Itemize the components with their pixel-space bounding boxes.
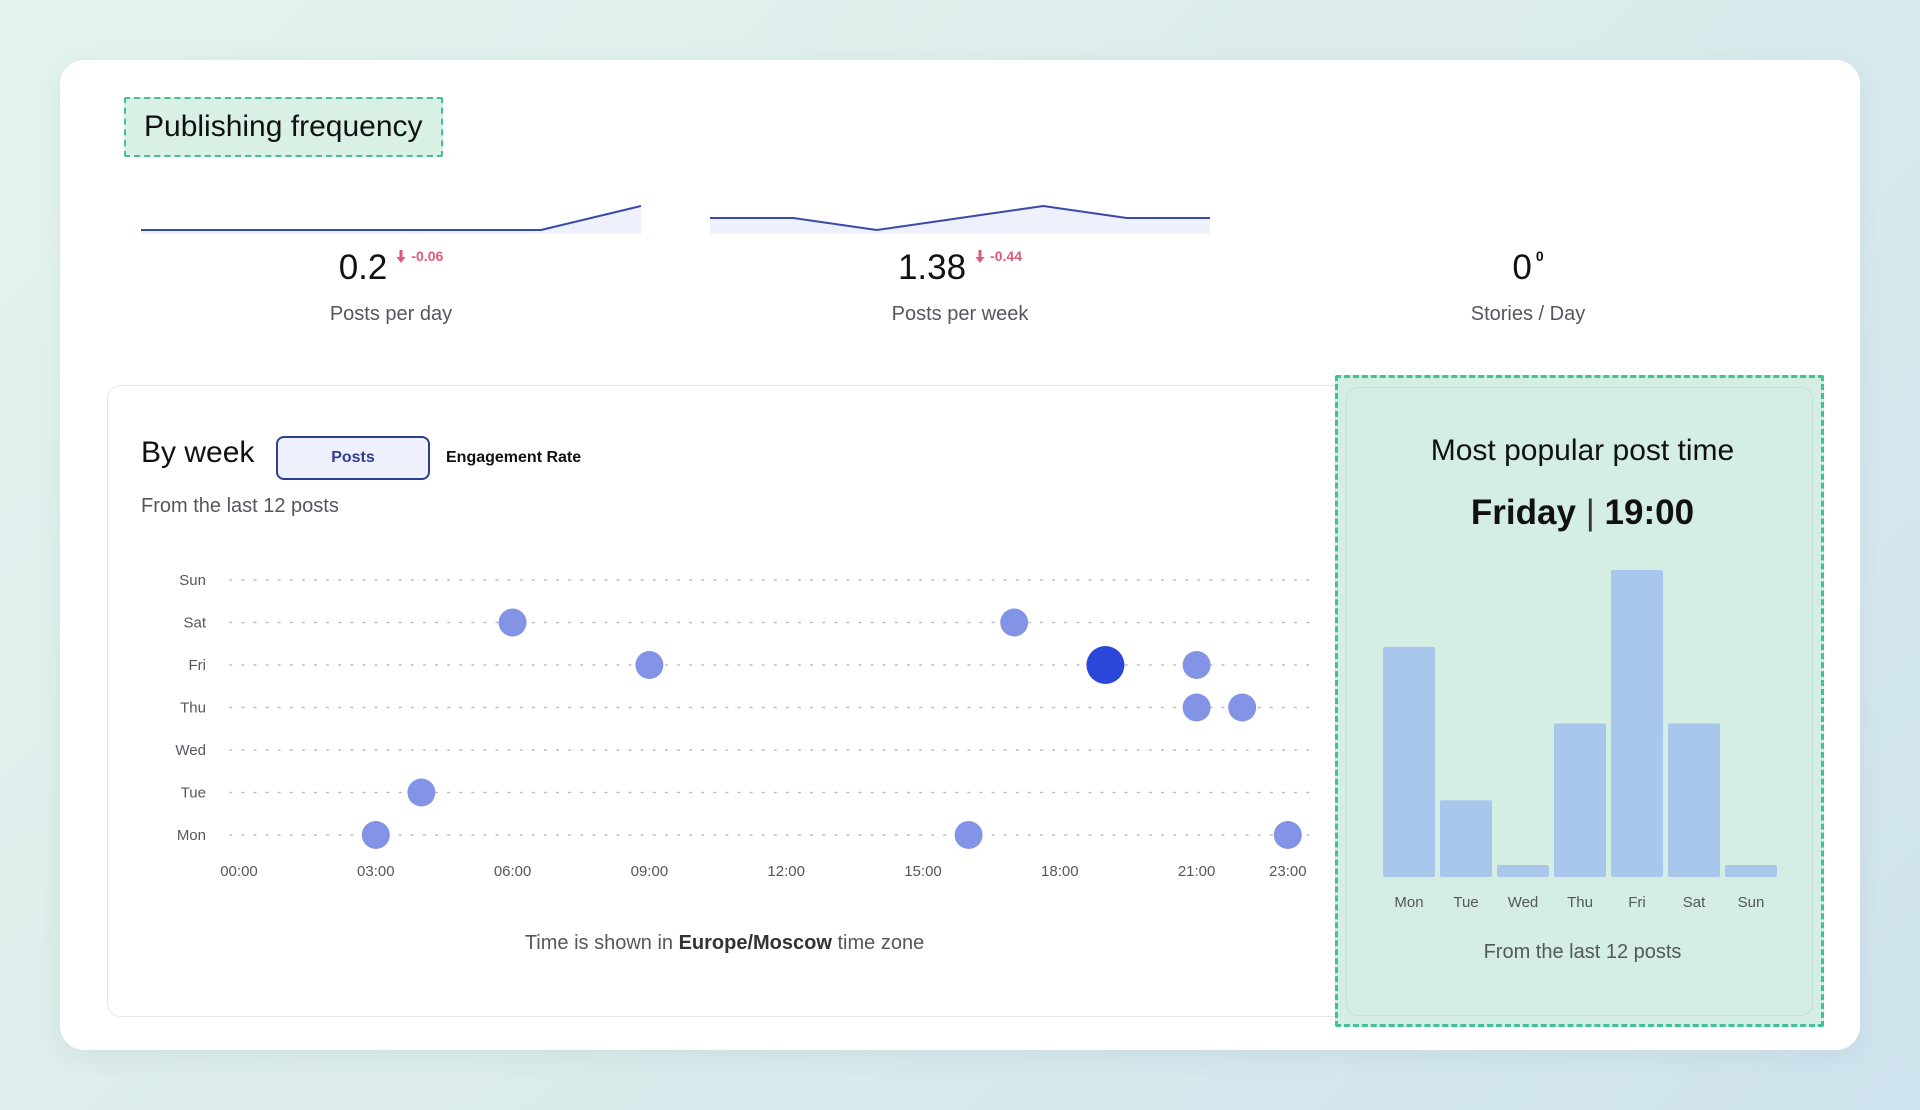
popular-time: 19:00: [1604, 493, 1695, 532]
timezone-suffix: time zone: [831, 932, 925, 954]
most-popular-day-time: Friday | 19:00: [1338, 493, 1827, 533]
tab-engagement-rate[interactable]: Engagement Rate: [446, 449, 582, 466]
popular-separator: |: [1585, 493, 1595, 532]
y-tick-label: Mon: [177, 827, 206, 844]
bar-label: Wed: [1508, 894, 1539, 911]
metric-delta-value: -0.06: [411, 248, 444, 264]
metric-delta-value: 0: [1535, 248, 1544, 264]
data-point[interactable]: [1000, 608, 1029, 637]
data-point[interactable]: [1228, 693, 1257, 722]
metric-value: 0: [1512, 248, 1532, 287]
data-point[interactable]: [1182, 693, 1211, 722]
data-point-highlight[interactable]: [1086, 646, 1125, 684]
metric-posts-per-day: 0.2 -0.06 Posts per day: [141, 248, 641, 326]
x-tick-label: 18:00: [1041, 863, 1079, 880]
x-tick-label: 23:00: [1269, 863, 1307, 880]
by-week-subtitle: From the last 12 posts: [141, 495, 339, 517]
metric-delta: -0.44: [975, 248, 1022, 264]
data-point[interactable]: [954, 821, 983, 849]
y-tick-label: Wed: [175, 742, 206, 759]
data-point[interactable]: [635, 651, 664, 679]
data-point[interactable]: [1273, 821, 1302, 849]
y-tick-label: Sat: [183, 615, 206, 632]
metric-label: Posts per week: [891, 303, 1029, 325]
bar-sat[interactable]: [1668, 723, 1720, 878]
bar-wed[interactable]: [1497, 865, 1549, 877]
data-point[interactable]: [361, 821, 390, 849]
posts-per-day-spark-area: [141, 206, 641, 234]
arrow-down-icon: [396, 249, 406, 263]
x-tick-label: 03:00: [357, 863, 395, 880]
arrow-down-icon: [975, 249, 985, 263]
x-tick-label: 00:00: [220, 863, 258, 880]
metric-label: Stories / Day: [1470, 303, 1586, 325]
posts-per-week-spark-line: [710, 204, 1210, 232]
bar-fri[interactable]: [1611, 570, 1663, 877]
bar-label: Tue: [1453, 894, 1478, 911]
data-point[interactable]: [1182, 651, 1211, 679]
timezone-name: Europe/Moscow: [678, 932, 832, 954]
most-popular-title: Most popular post time: [1430, 434, 1735, 467]
metric-delta-value: -0.44: [990, 248, 1023, 264]
most-popular-inner-frame: [1346, 387, 1813, 1016]
y-tick-label: Tue: [181, 785, 206, 802]
x-tick-label: 21:00: [1178, 863, 1216, 880]
popular-day: Friday: [1470, 493, 1576, 532]
metric-value: 1.38: [897, 248, 967, 287]
timezone-note: Time is shown in Europe/Moscow time zone: [107, 932, 1342, 955]
bar-label: Fri: [1628, 894, 1646, 911]
tab-posts[interactable]: Posts: [276, 436, 430, 480]
metric-posts-per-week: 1.38 -0.44 Posts per week: [710, 248, 1210, 326]
posts-per-day-spark-line: [141, 205, 641, 231]
bar-sun[interactable]: [1725, 865, 1777, 877]
y-tick-label: Thu: [180, 700, 206, 717]
y-tick-label: Sun: [179, 572, 206, 589]
bar-mon[interactable]: [1383, 646, 1435, 877]
posts-per-day-sparkline: [141, 205, 641, 234]
section-title: Publishing frequency: [124, 97, 443, 157]
x-tick-label: 06:00: [494, 863, 532, 880]
metric-delta: -0.06: [396, 248, 443, 264]
bar-label: Mon: [1394, 894, 1423, 911]
x-tick-label: 09:00: [631, 863, 669, 880]
metric-label: Posts per day: [329, 303, 453, 325]
data-point[interactable]: [407, 778, 436, 807]
bar-label: Thu: [1567, 894, 1593, 911]
bar-label: Sat: [1683, 894, 1706, 911]
x-tick-label: 15:00: [904, 863, 942, 880]
timezone-prefix: Time is shown in: [524, 932, 679, 954]
bar-tue[interactable]: [1440, 800, 1492, 877]
most-popular-time-panel: Most popular post time Friday | 19:00 Mo…: [1335, 375, 1824, 1027]
bar-label: Sun: [1738, 894, 1765, 911]
y-tick-label: Fri: [189, 657, 207, 674]
posts-per-week-sparkline: [710, 204, 1210, 234]
posts-per-week-spark-area: [710, 206, 1210, 234]
x-tick-label: 12:00: [767, 863, 805, 880]
by-week-title: By week: [141, 436, 255, 469]
metric-stories-per-day: 0 0 Stories / Day: [1278, 248, 1778, 326]
posts-by-weekday-hour-chart: Mon Tue Wed Thu Fri Sat Sun 00:00 03:00 06:00 09:0…: [175, 572, 1311, 880]
posts-by-day-bar-chart: Mon Tue Wed Thu Fri Sat Sun: [1383, 570, 1777, 911]
bar-thu[interactable]: [1554, 723, 1606, 878]
most-popular-subtitle: From the last 12 posts: [1483, 941, 1682, 963]
data-point[interactable]: [498, 608, 527, 637]
metric-value: 0.2: [338, 248, 388, 287]
